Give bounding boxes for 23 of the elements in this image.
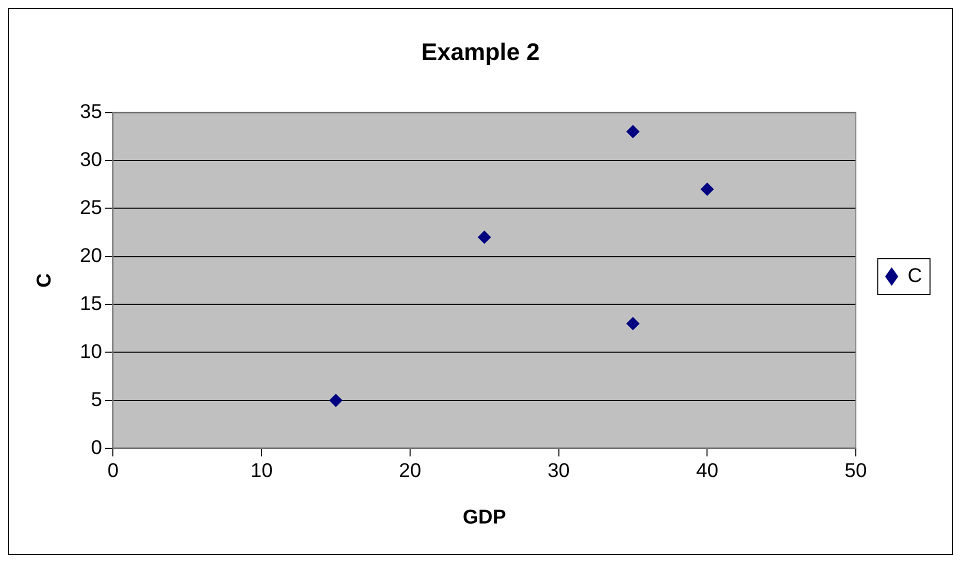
y-tick-label: 10 [80,340,102,363]
y-tick-label: 35 [80,100,102,123]
chart-title: Example 2 [421,38,540,66]
x-tick-label: 20 [399,460,422,482]
point [329,394,342,407]
x-axis-title: GDP [462,506,506,529]
point [626,317,640,330]
x-tick-label: 40 [696,460,718,482]
legend-label: C [908,265,922,288]
y-axis-title: C [33,273,56,288]
y-tick-label: 30 [80,148,102,171]
point [626,125,640,138]
x-tick-label: 10 [250,460,273,482]
y-tick-label: 20 [80,244,102,267]
y-tick-label: 15 [80,292,102,315]
x-tick-label: 50 [844,460,867,482]
y-tick-label: 0 [90,436,102,459]
point [478,230,491,244]
point [700,182,714,196]
y-tick-label: 5 [90,388,102,411]
y-tick-label: 25 [80,196,102,219]
x-tick-label: 30 [548,460,570,482]
x-tick-label: 0 [107,460,119,482]
